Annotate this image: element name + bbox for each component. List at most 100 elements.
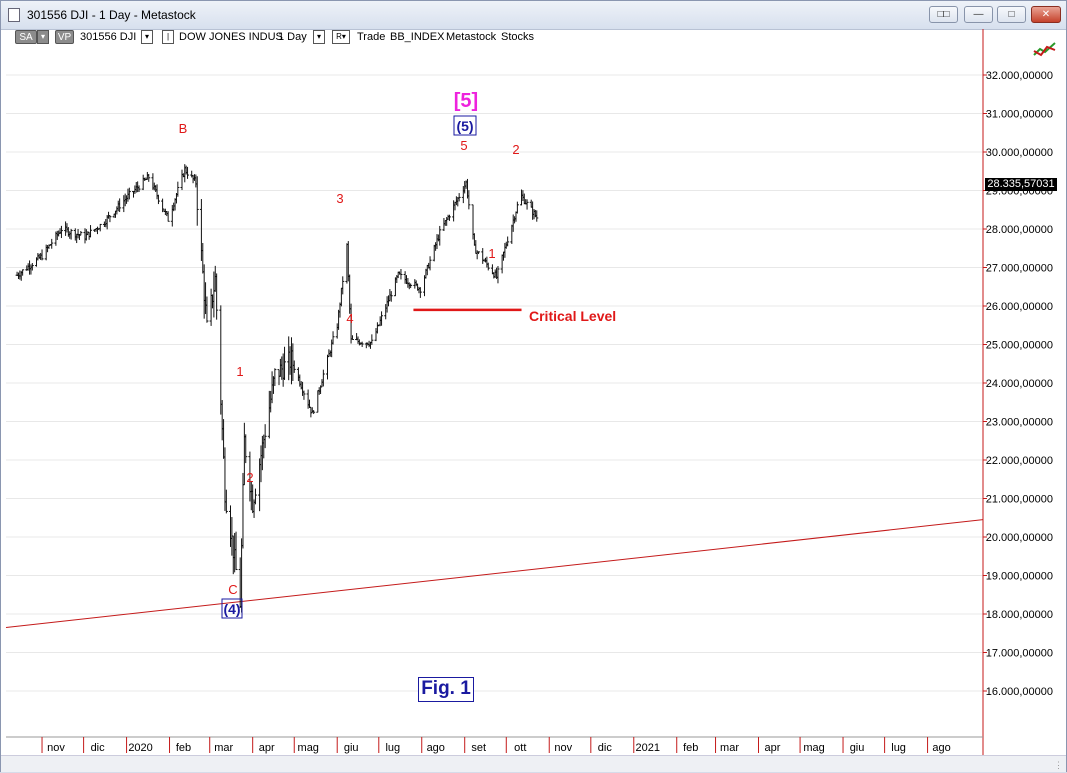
ohlc-bar bbox=[477, 251, 481, 255]
wave-count-box-4 bbox=[221, 598, 243, 619]
chart-toolbar: SA ▾ VP 301556 DJI ▾ | DOW JONES INDUS 1… bbox=[1, 29, 983, 47]
ohlc-bar bbox=[302, 390, 306, 400]
ohlc-bar bbox=[156, 194, 160, 205]
wave-count-box-5 bbox=[453, 115, 477, 136]
r-dropdown[interactable]: R▾ bbox=[332, 30, 350, 44]
symbol-label: 301556 DJI bbox=[80, 31, 137, 43]
horizontal-scrollbar[interactable]: ⋮⋮ bbox=[1, 755, 1067, 772]
period-dropdown-arrow[interactable]: ▾ bbox=[313, 30, 325, 44]
wave-count-primary-5: [5] bbox=[454, 90, 478, 112]
ohlc-bar bbox=[438, 225, 442, 246]
x-tick-label: ott bbox=[514, 742, 526, 754]
ohlc-bar bbox=[370, 334, 374, 345]
y-tick-label: 27.000,00000 bbox=[986, 263, 1053, 275]
ohlc-bar bbox=[98, 223, 102, 232]
x-tick-label: nov bbox=[47, 742, 65, 754]
y-tick-label: 31.000,00000 bbox=[986, 109, 1053, 121]
y-tick-label: 22.000,00000 bbox=[986, 455, 1053, 467]
resize-grip-icon[interactable]: ⋮⋮ bbox=[1054, 760, 1067, 770]
x-tick-label: mag bbox=[298, 742, 319, 754]
ohlc-bar bbox=[467, 190, 471, 210]
y-axis: 32.000,0000031.000,0000030.000,0000029.0… bbox=[983, 70, 1053, 698]
ohlc-bar bbox=[350, 335, 354, 340]
vp-button[interactable]: VP bbox=[55, 30, 74, 44]
x-tick-label: ago bbox=[427, 742, 445, 754]
ohlc-bar bbox=[506, 236, 510, 247]
ohlc-bar bbox=[30, 263, 34, 271]
x-tick-label: dic bbox=[598, 742, 613, 754]
ohlc-bar bbox=[40, 249, 44, 261]
y-tick-label: 16.000,00000 bbox=[986, 686, 1053, 698]
trade-link[interactable]: Trade bbox=[357, 31, 386, 43]
close-button[interactable]: ✕ bbox=[1031, 6, 1061, 23]
ohlc-bar bbox=[118, 198, 122, 212]
ohlc-bar bbox=[457, 193, 461, 202]
ohlc-bar bbox=[79, 230, 83, 236]
maximize-button[interactable]: □ bbox=[997, 6, 1026, 23]
ohlc-bar bbox=[244, 434, 248, 464]
x-tick-label: 2021 bbox=[636, 742, 660, 754]
r-label: R bbox=[336, 32, 342, 41]
ohlc-bar bbox=[312, 410, 316, 415]
wave-label-3: 3 bbox=[336, 191, 343, 206]
ohlc-bar bbox=[486, 262, 490, 271]
ohlc-bar bbox=[331, 331, 335, 345]
wave-label-5: 5 bbox=[460, 138, 467, 153]
chart-tools-icon[interactable] bbox=[1033, 41, 1057, 57]
ohlc-bar bbox=[447, 214, 451, 221]
indicator-toggle[interactable]: | bbox=[162, 30, 174, 44]
x-tick-label: apr bbox=[259, 742, 275, 754]
bb-index-link[interactable]: BB_INDEX bbox=[390, 31, 445, 43]
y-tick-label: 19.000,00000 bbox=[986, 571, 1053, 583]
ohlc-bar bbox=[341, 276, 345, 295]
x-tick-label: apr bbox=[765, 742, 781, 754]
x-tick-label: feb bbox=[176, 742, 191, 754]
wave-label-2: 2 bbox=[246, 470, 253, 485]
security-name: DOW JONES INDUS bbox=[179, 31, 283, 43]
ohlc-bar bbox=[409, 283, 413, 289]
ohlc-bar bbox=[283, 346, 287, 380]
sa-button[interactable]: SA bbox=[15, 30, 37, 44]
x-tick-label: lug bbox=[891, 742, 906, 754]
stocks-link[interactable]: Stocks bbox=[501, 31, 535, 43]
x-tick-label: lug bbox=[385, 742, 400, 754]
y-tick-label: 24.000,00000 bbox=[986, 378, 1053, 390]
ohlc-bar bbox=[166, 211, 170, 222]
symbol-dropdown-arrow[interactable]: ▾ bbox=[141, 30, 153, 44]
metastock-link[interactable]: Metastock bbox=[446, 31, 497, 43]
wave-label-1b: 1 bbox=[488, 246, 495, 261]
x-tick-label: 2020 bbox=[128, 742, 152, 754]
last-price-marker: 28.335,57031 bbox=[985, 178, 1057, 191]
restore-down-button[interactable]: □□ bbox=[929, 6, 958, 23]
minimize-button[interactable]: — bbox=[964, 6, 993, 23]
y-tick-label: 30.000,00000 bbox=[986, 147, 1053, 159]
ohlc-bar bbox=[215, 273, 219, 320]
window-title: 301556 DJI - 1 Day - Metastock bbox=[27, 8, 196, 22]
ohlc-bar bbox=[89, 225, 93, 238]
grid-lines bbox=[6, 74, 983, 692]
wave-label-1: 1 bbox=[236, 364, 243, 379]
y-tick-label: 18.000,00000 bbox=[986, 609, 1053, 621]
y-tick-label: 23.000,00000 bbox=[986, 417, 1053, 429]
x-tick-label: dic bbox=[91, 742, 106, 754]
y-tick-label: 25.000,00000 bbox=[986, 340, 1053, 352]
trendline[interactable] bbox=[5, 519, 984, 628]
figure-label: Fig. 1 bbox=[418, 677, 474, 702]
wave-count-intermediate-4: (4) bbox=[223, 601, 240, 617]
x-tick-label: mag bbox=[803, 742, 824, 754]
ohlc-bar bbox=[525, 199, 529, 210]
ohlc-bar bbox=[380, 311, 384, 326]
ohlc-bar bbox=[428, 256, 432, 271]
ohlc-bar bbox=[205, 296, 209, 323]
sa-dropdown-arrow[interactable]: ▾ bbox=[37, 30, 49, 44]
wave-count-intermediate-5: (5) bbox=[456, 118, 473, 134]
ohlc-bar bbox=[360, 341, 364, 347]
y-tick-label: 32.000,00000 bbox=[986, 70, 1053, 82]
ohlc-bar bbox=[69, 228, 73, 240]
ohlc-bar bbox=[195, 176, 199, 226]
period-label: 1 Day bbox=[278, 31, 307, 43]
wave-label-c: C bbox=[228, 582, 237, 597]
title-bar[interactable]: 301556 DJI - 1 Day - Metastock □□ — □ ✕ bbox=[1, 1, 1066, 30]
ohlc-bars bbox=[15, 164, 539, 613]
